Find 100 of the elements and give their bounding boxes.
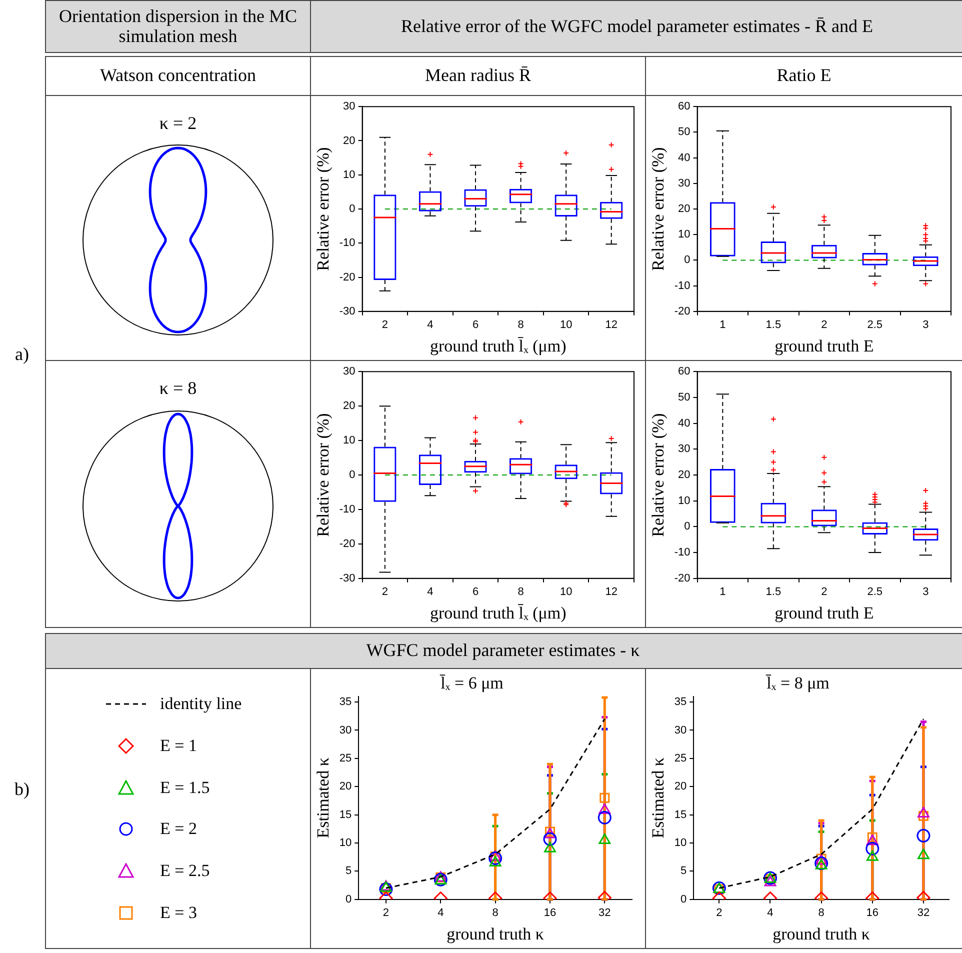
x-tick-label: 8	[818, 907, 824, 920]
x-tick-label: 12	[605, 319, 618, 332]
y-tick-label: 20	[678, 203, 690, 216]
x-axis-title: ground truth l̄ₓ (μm)	[430, 336, 566, 356]
y-tick-label: 10	[678, 228, 690, 241]
y-tick-label: 60	[678, 366, 690, 378]
y-tick-label: -20	[339, 271, 356, 284]
text: Mean radius R̄	[312, 57, 644, 95]
y-tick-label: -30	[339, 305, 356, 318]
y-tick-label: 0	[684, 254, 690, 266]
x-tick-label: 12	[605, 586, 618, 598]
x-tick-label: 1	[720, 586, 726, 598]
point	[598, 804, 611, 814]
x-tick-label: 4	[767, 907, 774, 920]
text: κ = 2	[158, 112, 198, 136]
y-tick-label: 30	[339, 724, 352, 736]
x-tick-label: 8	[492, 907, 498, 920]
point	[600, 792, 610, 803]
y-tick-label: 20	[678, 469, 690, 482]
y-tick-label: -30	[339, 572, 356, 584]
x-tick-label: 10	[560, 586, 572, 598]
y-tick-label: -20	[674, 572, 690, 584]
y-tick-label: 30	[343, 366, 356, 378]
y-tick-label: 0	[684, 520, 690, 533]
point	[544, 842, 556, 852]
y-axis-title: Relative error (%)	[314, 413, 333, 537]
y-tick-label: -10	[339, 237, 356, 250]
y-tick-label: -20	[674, 305, 690, 318]
y-tick-label: 20	[339, 780, 352, 793]
legend-label: E = 1.5	[160, 778, 210, 798]
x-axis-title: ground truth κ	[446, 924, 544, 944]
point	[918, 810, 928, 821]
y-axis-title: Estimated κ	[648, 757, 668, 838]
y-tick-label: -10	[339, 504, 356, 516]
legend-label: E = 3	[160, 903, 197, 924]
point	[598, 833, 611, 844]
y-tick-label: 40	[678, 152, 690, 164]
x-tick-label: 6	[472, 586, 479, 598]
point	[918, 848, 930, 860]
y-tick-label: 25	[339, 752, 352, 764]
y-tick-label: 20	[343, 400, 356, 412]
point	[916, 828, 930, 842]
y-tick-label: 30	[678, 443, 690, 456]
y-tick-label: 10	[343, 168, 356, 181]
x-tick-label: 1	[720, 319, 726, 332]
point	[866, 834, 878, 846]
y-tick-label: 35	[339, 696, 352, 708]
y-axis-title: Relative error (%)	[648, 413, 668, 537]
x-tick-label: 2	[821, 586, 828, 598]
x-axis-title: ground truth κ	[772, 924, 870, 944]
x-tick-label: 32	[917, 907, 930, 920]
point	[867, 832, 878, 842]
point	[489, 856, 502, 866]
x-tick-label: 6	[472, 319, 479, 332]
x-tick-label: 32	[598, 907, 611, 920]
y-tick-label: 5	[680, 865, 687, 878]
legend-label: E = 1	[160, 736, 197, 756]
x-tick-label: 2.5	[867, 319, 883, 332]
point	[598, 810, 612, 824]
text: κ = 8	[158, 377, 198, 400]
x-tick-label: 3	[922, 319, 929, 332]
y-tick-label: 10	[678, 494, 690, 507]
y-tick-label: 30	[678, 177, 690, 190]
text: WGFC model parameter estimates - κ	[365, 639, 641, 662]
x-tick-label: 2.5	[867, 586, 883, 598]
x-axis-title: ground truth E	[774, 603, 874, 622]
y-tick-label: -10	[674, 546, 690, 559]
x-tick-label: 2	[821, 319, 828, 332]
y-tick-label: -10	[674, 280, 690, 292]
x-tick-label: 2	[382, 319, 388, 332]
x-tick-label: 1.5	[766, 586, 782, 598]
x-tick-label: 1.5	[766, 319, 782, 332]
text: a)	[14, 343, 30, 366]
x-tick-label: 2	[716, 907, 722, 920]
x-tick-label: 8	[518, 586, 524, 598]
x-axis-title: ground truth l̄ₓ (μm)	[430, 603, 566, 622]
x-tick-label: 2	[382, 586, 388, 598]
legend-label: E = 2.5	[160, 861, 210, 882]
x-tick-label: 4	[427, 319, 434, 332]
x-tick-label: 4	[438, 907, 444, 920]
x-tick-label: 16	[544, 907, 556, 920]
y-tick-label: 25	[674, 752, 687, 764]
x-tick-label: 8	[518, 319, 524, 332]
y-axis-title: Relative error (%)	[648, 147, 668, 271]
y-tick-label: 50	[678, 126, 690, 138]
x-tick-label: 10	[560, 319, 572, 332]
y-tick-label: 30	[343, 100, 356, 113]
text: Ratio E	[647, 57, 961, 95]
y-tick-label: 10	[339, 837, 352, 850]
y-tick-label: -20	[339, 538, 356, 550]
y-tick-label: 5	[346, 865, 352, 878]
x-tick-label: 16	[866, 907, 879, 920]
y-tick-label: 10	[343, 434, 356, 447]
legend-label: identity line	[160, 694, 242, 714]
y-tick-label: 20	[343, 134, 356, 147]
y-tick-label: 20	[674, 780, 687, 793]
text: Orientation dispersion in the MC simulation mesh	[48, 2, 308, 52]
y-tick-label: 35	[674, 696, 687, 708]
text: Relative error of the WGFC model parameter estimates - R̄ and E	[312, 2, 962, 52]
y-tick-label: 0	[346, 893, 352, 906]
